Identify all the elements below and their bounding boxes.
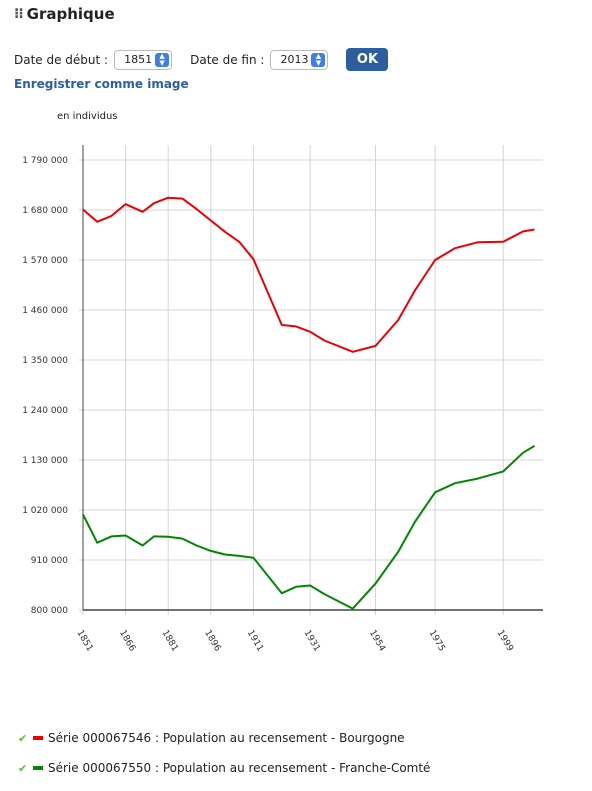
y-tick-label: 1 130 000 [22, 456, 68, 466]
check-icon: ✔ [18, 731, 28, 745]
legend-label-bourgogne: Série 000067546 : Population au recensem… [48, 731, 405, 745]
x-tick-label: 1999 [495, 629, 515, 654]
start-date-label: Date de début : [14, 52, 109, 67]
start-date-value: 1851 [124, 53, 153, 66]
y-tick-label: 1 020 000 [22, 506, 68, 516]
x-tick-label: 1954 [367, 629, 387, 654]
end-date-label: Date de fin : [190, 52, 265, 67]
x-tick-label: 1881 [160, 629, 180, 654]
y-axis-unit-label: en individus [57, 111, 118, 122]
end-date-value: 2013 [280, 53, 309, 66]
start-date-select[interactable]: 1851 ▲ ▼ [114, 49, 173, 70]
x-tick-label: 1975 [427, 629, 447, 654]
section-title: Graphique [26, 5, 115, 23]
select-arrows-icon: ▲ ▼ [155, 52, 170, 67]
x-tick-label: 1911 [245, 629, 265, 654]
select-arrows-icon: ▲ ▼ [311, 52, 326, 67]
end-date-select[interactable]: 2013 ▲ ▼ [270, 49, 329, 70]
date-controls: Date de début : 1851 ▲ ▼ Date de fin : 20… [14, 48, 389, 71]
chart-legend: ✔ Série 000067546 : Population au recens… [18, 728, 430, 788]
legend-item-bourgogne[interactable]: ✔ Série 000067546 : Population au recens… [18, 728, 430, 748]
legend-swatch-franche-comte [33, 766, 43, 770]
save-as-image-link[interactable]: Enregistrer comme image [14, 77, 189, 91]
y-tick-label: 800 000 [31, 606, 68, 616]
legend-swatch-bourgogne [33, 736, 43, 740]
legend-item-franche-comte[interactable]: ✔ Série 000067550 : Population au recens… [18, 758, 430, 778]
legend-label-franche-comte: Série 000067550 : Population au recensem… [48, 761, 431, 775]
y-tick-label: 910 000 [31, 556, 68, 566]
x-tick-label: 1851 [74, 629, 94, 654]
y-tick-label: 1 680 000 [22, 206, 68, 216]
population-line-chart: 800 000 910 000 1 020 000 1 130 000 1 240 00… [22, 145, 543, 654]
section-header: ⁝⁝ Graphique [14, 5, 115, 23]
y-tick-label: 1 570 000 [22, 256, 68, 266]
series-line-0 [82, 196, 535, 353]
x-tick-label: 1896 [202, 629, 222, 654]
y-tick-label: 1 240 000 [22, 406, 68, 416]
ok-button[interactable]: OK [346, 48, 389, 71]
series-line-1 [82, 445, 536, 610]
x-tick-label: 1866 [117, 629, 137, 654]
y-tick-label: 1 460 000 [22, 306, 68, 316]
drag-handle-icon: ⁝⁝ [14, 6, 24, 22]
y-tick-label: 1 790 000 [22, 156, 68, 166]
y-tick-label: 1 350 000 [22, 356, 68, 366]
x-tick-label: 1931 [302, 629, 322, 654]
check-icon: ✔ [18, 761, 28, 775]
